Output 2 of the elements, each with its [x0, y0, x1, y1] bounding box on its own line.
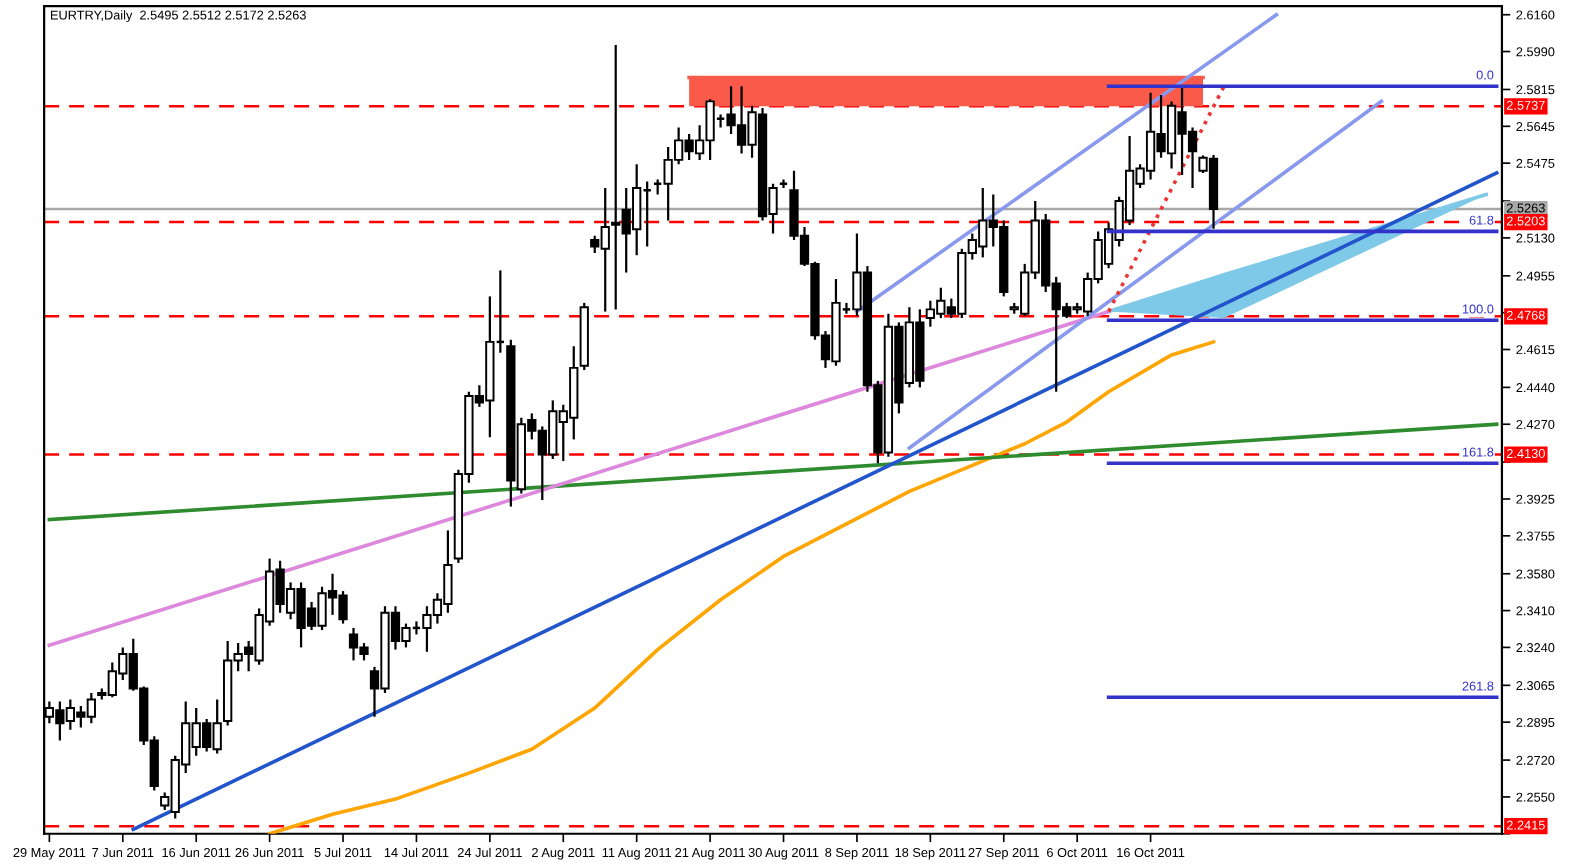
line-series — [267, 340, 1216, 834]
candlestick — [778, 178, 789, 190]
